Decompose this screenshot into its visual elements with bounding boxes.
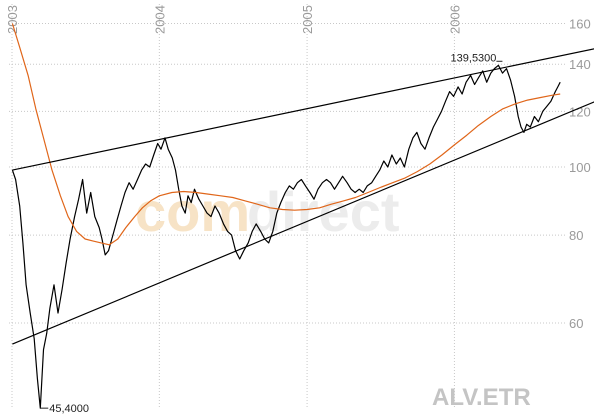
price-line (11, 64, 561, 409)
upper-trendline (12, 48, 594, 171)
x-tick-label: 2003 (5, 5, 20, 34)
y-tick-label: 100 (569, 160, 591, 175)
peak-annotation: 139,5300 (451, 52, 497, 64)
y-tick-label: 160 (569, 16, 591, 31)
watermark-com: com (135, 180, 250, 243)
x-tick-label: 2005 (300, 5, 315, 34)
y-tick-label: 60 (569, 316, 583, 331)
symbol-label: ALV.ETR (432, 384, 531, 411)
y-tick-label: 120 (569, 104, 591, 119)
x-axis-labels: 2003 2004 2005 2006 (5, 5, 462, 34)
moving-average-line (11, 23, 561, 246)
y-tick-label: 80 (569, 228, 583, 243)
low-annotation: 45,4000 (49, 403, 89, 415)
lower-trendline (12, 101, 594, 345)
x-tick-label: 2006 (447, 5, 462, 34)
x-tick-label: 2004 (152, 5, 167, 34)
annotations: 139,5300 45,4000 (40, 52, 503, 415)
y-axis-labels: 60 80 100 120 140 160 (569, 16, 591, 331)
y-tick-label: 140 (569, 57, 591, 72)
series (11, 23, 594, 409)
